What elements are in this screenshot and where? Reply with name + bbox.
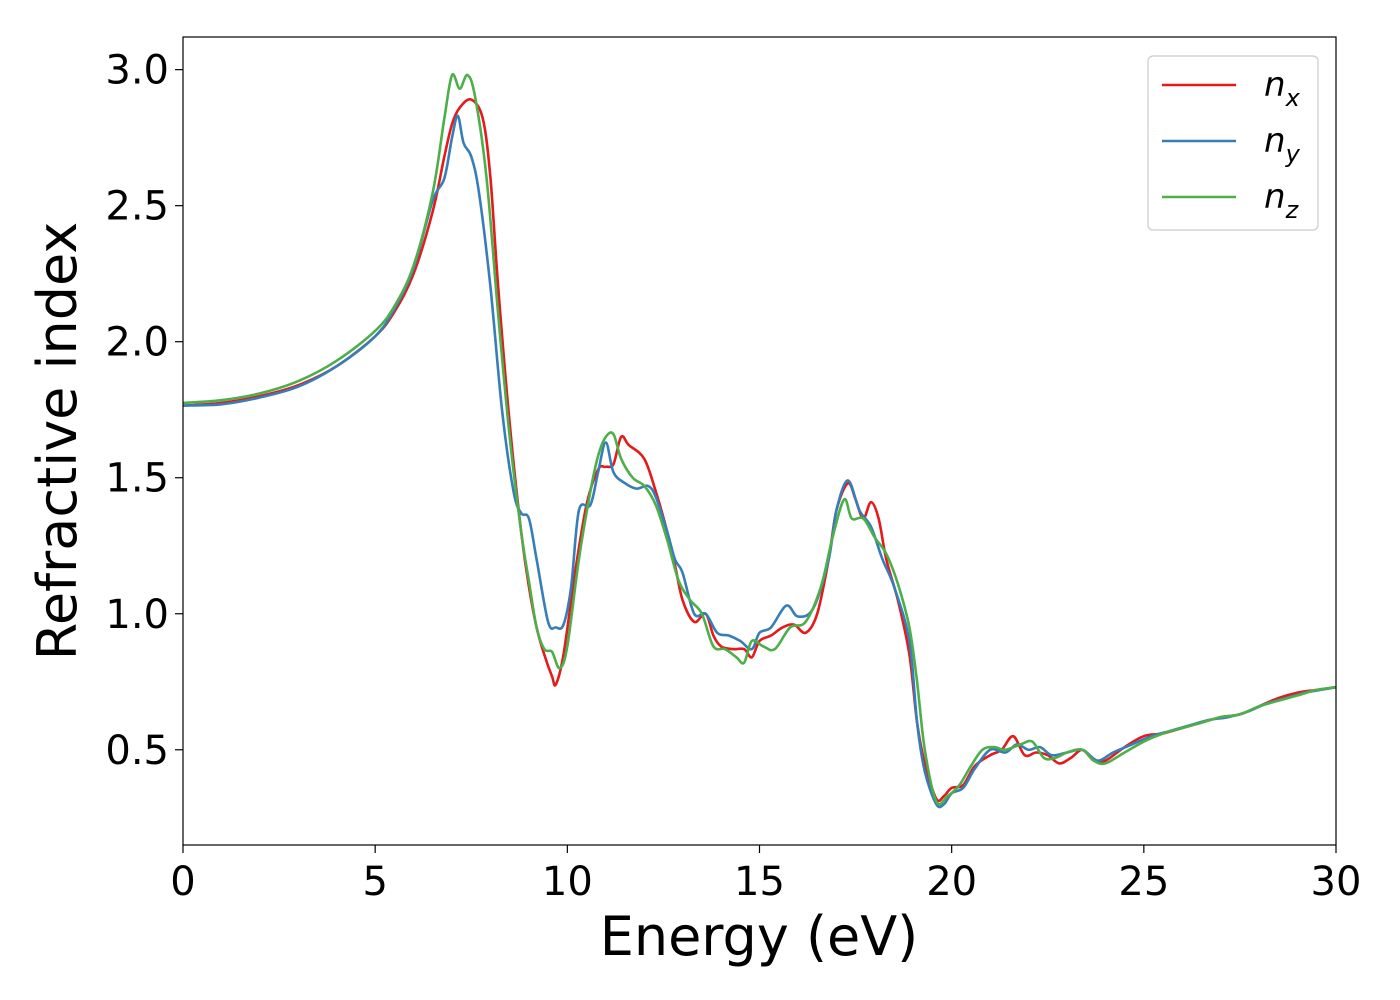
x-tick-label: 5 bbox=[362, 859, 387, 905]
x-axis-label: Energy (eV) bbox=[600, 905, 919, 968]
series-line-z bbox=[182, 72, 1337, 806]
y-tick-label: 1.0 bbox=[105, 592, 169, 638]
x-tick-label: 10 bbox=[542, 859, 593, 905]
y-tick-label: 2.5 bbox=[105, 184, 169, 230]
series-line-x bbox=[182, 97, 1337, 803]
y-tick-label: 2.0 bbox=[105, 320, 169, 366]
legend-box bbox=[1147, 55, 1319, 231]
series-layer bbox=[182, 72, 1337, 809]
y-tick-label: 3.0 bbox=[105, 48, 169, 94]
x-tick-label: 25 bbox=[1118, 859, 1169, 905]
x-tick-label: 20 bbox=[926, 859, 977, 905]
y-axis-ticks: 0.5 1.0 1.5 2.0 2.5 3.0 bbox=[105, 48, 183, 774]
x-tick-label: 30 bbox=[1311, 859, 1362, 905]
x-tick-label: 15 bbox=[734, 859, 785, 905]
x-tick-label: 0 bbox=[170, 859, 195, 905]
y-tick-label: 1.5 bbox=[105, 456, 169, 502]
y-tick-label: 0.5 bbox=[105, 728, 169, 774]
x-axis-ticks: 0 5 10 15 20 25 30 bbox=[170, 845, 1361, 905]
y-axis-label: Refractive index bbox=[26, 222, 89, 661]
